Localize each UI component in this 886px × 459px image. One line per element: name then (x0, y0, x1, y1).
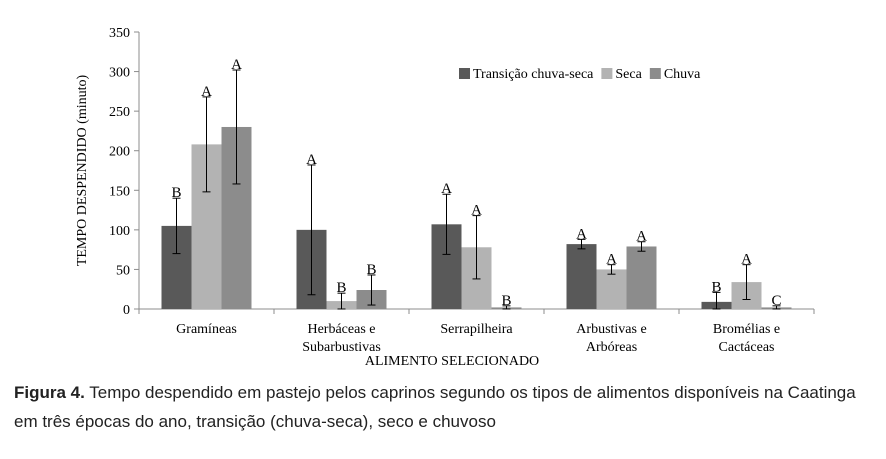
y-tick-label: 100 (109, 224, 130, 239)
significance-letter: A (231, 57, 242, 73)
bar (566, 244, 597, 309)
y-tick-label: 50 (116, 263, 130, 278)
legend-label: Chuva (664, 67, 701, 82)
significance-letter: B (501, 293, 511, 309)
bar-chart: 0 50 100 150 200 250 300 350 TEMPO DESPENDIDO (m… (75, 26, 815, 369)
legend-swatch (601, 68, 613, 79)
bar (596, 269, 627, 309)
significance-letter: B (711, 279, 721, 295)
significance-letter: B (366, 262, 376, 278)
legend-swatch (649, 68, 661, 79)
category-label: Herbáceas e (307, 322, 375, 337)
significance-letter: A (741, 252, 752, 268)
axes: 0 50 100 150 200 250 300 350 TEMPO DESPENDIDO (m… (75, 26, 815, 369)
significance-letter: B (336, 280, 346, 296)
y-tick-label: 300 (109, 66, 130, 81)
legend-label: Transição chuva-seca (473, 67, 594, 82)
legend-label: Seca (615, 67, 642, 82)
x-axis-title: ALIMENTO SELECIONADO (365, 354, 539, 369)
y-axis-title: TEMPO DESPENDIDO (minuto) (75, 75, 90, 267)
significance-letter: A (576, 226, 587, 242)
bars (161, 69, 792, 310)
category-label: Gramíneas (176, 322, 237, 337)
category-label: Cactáceas (719, 340, 775, 355)
y-tick-label: 350 (109, 26, 130, 41)
category-label: Bromélias e (713, 322, 780, 337)
y-tick-label: 200 (109, 145, 130, 160)
labels: Gramíneas Herbáceas e Subarbustivas Serrapi… (171, 57, 781, 355)
figure-caption: Figura 4. Tempo despendido em pastejo pe… (14, 378, 874, 436)
y-tick-label: 0 (123, 303, 130, 318)
y-tick-label: 150 (109, 184, 130, 199)
category-label: Serrapilheira (440, 322, 513, 337)
caption-text: Tempo despendido em pastejo pelos caprin… (14, 383, 856, 431)
category-label: Arbustivas e (576, 322, 646, 337)
legend-swatch (459, 68, 470, 79)
y-tick-label: 250 (109, 105, 130, 120)
significance-letter: A (441, 181, 452, 197)
category-label: Subarbustivas (302, 340, 381, 355)
significance-letter: A (201, 84, 212, 100)
legend: Transição chuva-seca Seca Chuva (459, 67, 701, 82)
significance-letter: A (636, 229, 647, 245)
significance-letter: C (771, 293, 781, 309)
significance-letter: A (606, 252, 617, 268)
bar (626, 246, 657, 309)
significance-letter: A (471, 203, 482, 219)
category-label: Arbóreas (586, 340, 637, 355)
significance-letter: B (171, 185, 181, 201)
caption-label: Figura 4. (14, 383, 85, 402)
significance-letter: A (306, 152, 317, 168)
